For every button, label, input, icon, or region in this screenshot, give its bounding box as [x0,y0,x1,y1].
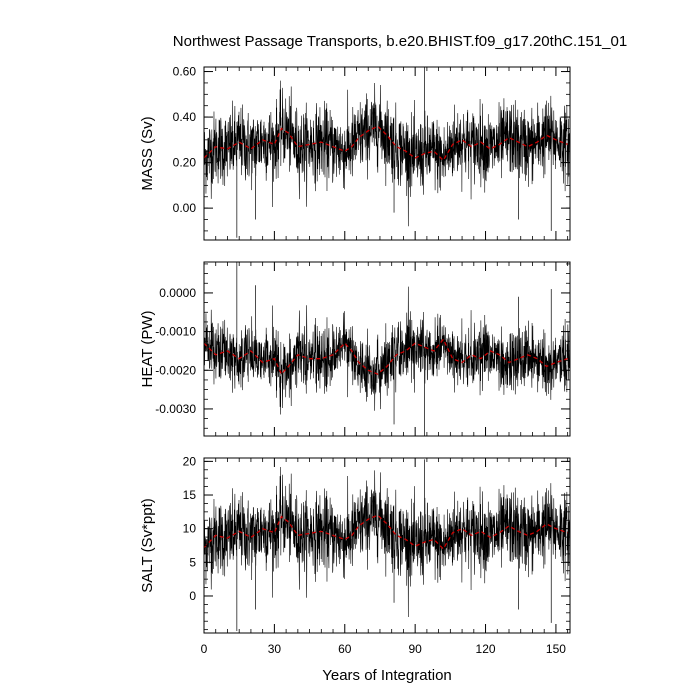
chart-title: Northwest Passage Transports, b.e20.BHIS… [173,33,627,50]
panel-0: 0.00 0.20 0.40 0.60 MASS (Sv) [139,65,571,241]
y-tick-label: -0.0030 [155,402,196,416]
x-tick-label: 150 [546,642,566,656]
panel-frame [203,66,571,241]
y-axis-title: SALT (Sv*ppt) [139,498,156,592]
x-axis-title: Years of Integration [322,667,452,684]
y-tick-label: 15 [183,488,197,502]
y-tick-label: 10 [183,522,197,536]
y-tick-label: 0 [189,589,196,603]
y-tick-label: 0.20 [173,156,197,170]
monthly-series-line [204,467,570,618]
y-tick-label: 0.0000 [159,286,196,300]
x-tick-label: 0 [201,642,208,656]
smoothed-series-line [204,514,568,550]
monthly-series-line [204,286,570,415]
smoothed-series-line [204,338,568,376]
y-tick-label: -0.0010 [155,325,196,339]
y-tick-label: -0.0020 [155,363,196,377]
y-axis-title: MASS (Sv) [139,116,156,190]
smoothed-series-line [204,125,568,162]
panel-frame [203,261,571,437]
y-axis-title: HEAT (PW) [139,311,156,388]
y-tick-label: 0.60 [173,65,197,79]
y-tick-label: 5 [189,555,196,569]
y-tick-label: 0.00 [173,201,197,215]
y-tick-label: 20 [183,454,197,468]
x-tick-label: 120 [476,642,496,656]
y-tick-label: 0.40 [173,110,197,124]
x-tick-label: 60 [338,642,352,656]
x-tick-label: 90 [408,642,422,656]
panel-2: 0 5 10 15 20 SALT (Sv*ppt) [139,454,571,634]
x-tick-label: 30 [268,642,282,656]
monthly-series-line [204,80,570,227]
